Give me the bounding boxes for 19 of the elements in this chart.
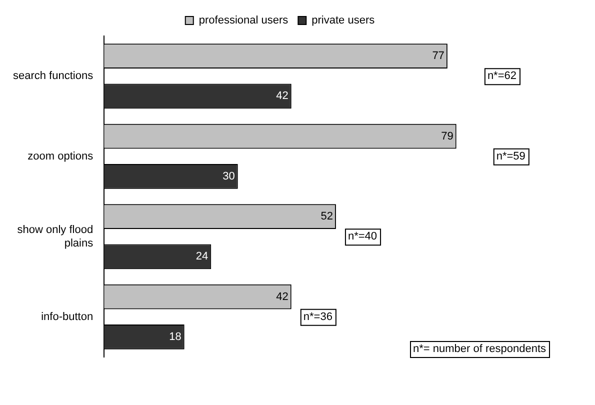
- data-label: 42: [276, 290, 288, 303]
- annotation: n*=36: [303, 310, 332, 323]
- data-label: 42: [276, 90, 288, 102]
- data-label: 30: [222, 170, 235, 182]
- y-tick-label: search functions: [12, 70, 94, 82]
- annotation: n*=40: [348, 230, 378, 243]
- data-label: 18: [169, 330, 182, 343]
- data-label: 52: [320, 210, 333, 223]
- data-label: 24: [196, 250, 208, 263]
- legend-label: professional users: [198, 14, 289, 27]
- y-tick-label: show only flood plains: [17, 224, 94, 250]
- y-tick-label: zoom options: [28, 150, 94, 162]
- data-label: 79: [441, 130, 454, 142]
- annotation: n*=62: [487, 70, 517, 82]
- legend-label: private users: [312, 14, 376, 27]
- y-tick-label: info-button: [41, 310, 94, 323]
- data-label: 77: [432, 50, 444, 62]
- annotation: n*= number of respondents: [412, 343, 546, 356]
- annotation: n*=59: [496, 150, 526, 162]
